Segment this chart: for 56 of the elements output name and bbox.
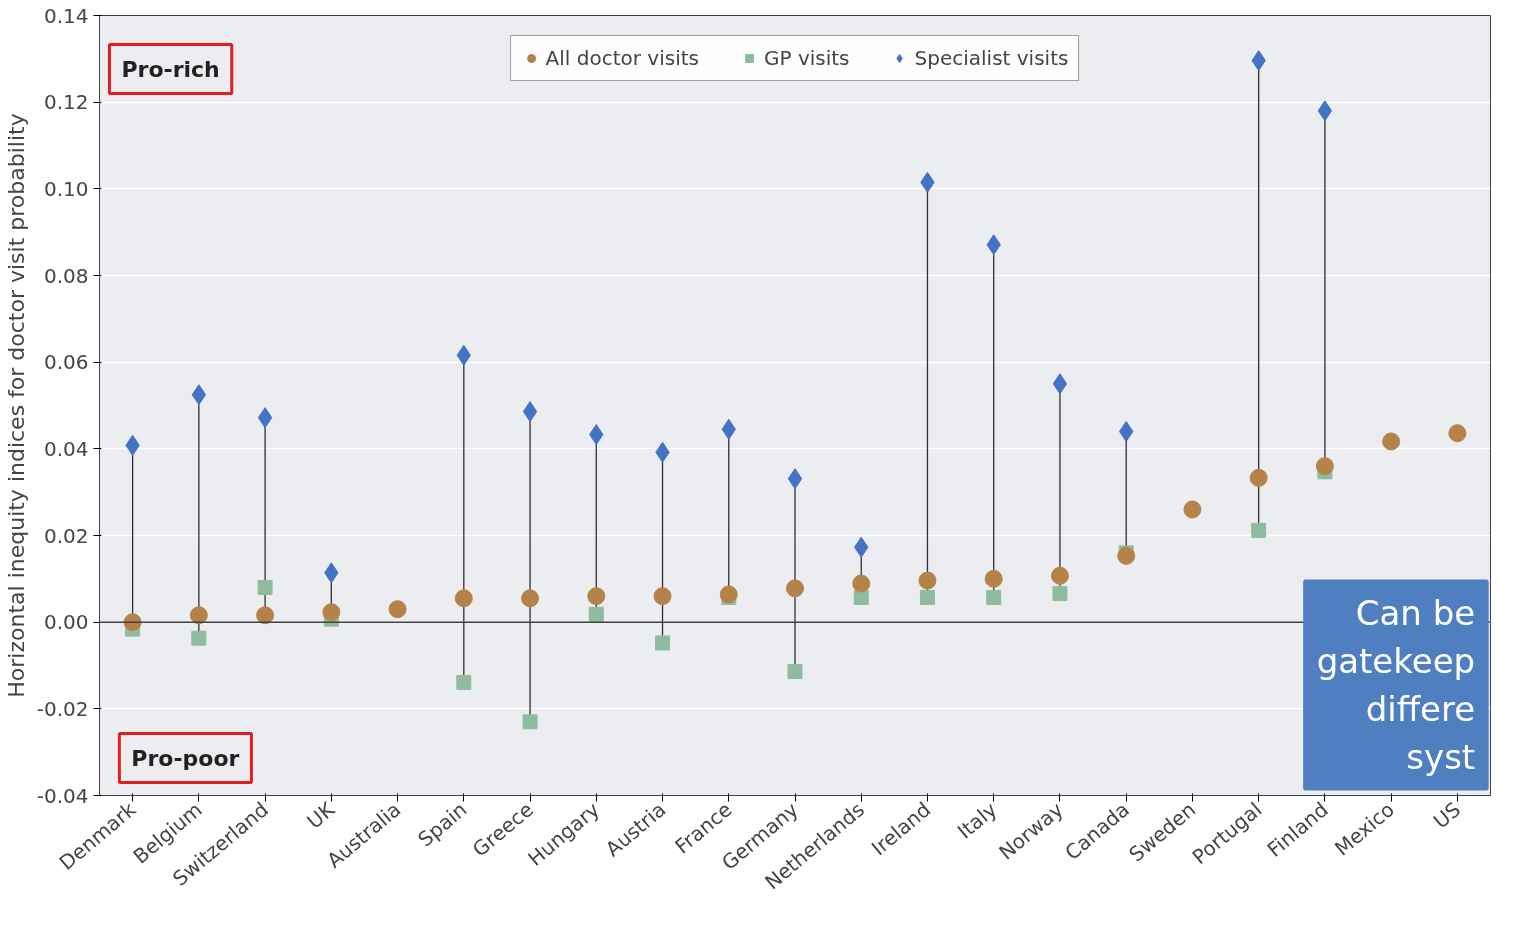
point [984, 569, 1003, 588]
point [522, 714, 538, 730]
y-tick-label: -0.04 [36, 783, 89, 808]
annotation: Pro-rich [121, 56, 220, 82]
point [787, 468, 803, 490]
y-tick-label: 0.12 [43, 90, 89, 115]
point [786, 579, 804, 598]
point [1317, 100, 1333, 122]
y-tick-label: 0.04 [43, 436, 89, 461]
legend-label: GP visits [763, 46, 850, 70]
point [986, 589, 1002, 605]
point [719, 585, 738, 604]
point [1382, 432, 1401, 451]
point [521, 589, 540, 608]
y-tick-label: 0.14 [43, 3, 89, 28]
point [456, 674, 472, 690]
point [257, 580, 273, 595]
point [189, 606, 208, 625]
point [655, 635, 671, 651]
point [588, 606, 604, 622]
point [1119, 421, 1134, 442]
y-tick-label: 0.02 [43, 523, 89, 548]
point [522, 401, 538, 423]
y-tick-label: -0.02 [36, 696, 89, 721]
point [256, 606, 275, 625]
point [1448, 424, 1467, 443]
y-tick-label: 0.00 [43, 610, 89, 635]
y-tick-label: 0.08 [43, 263, 89, 288]
y-axis-title: Horizontal inequity indices for doctor visit probability [3, 113, 29, 698]
point [1251, 522, 1267, 538]
point [587, 587, 606, 606]
point [787, 664, 803, 680]
point [1315, 457, 1334, 476]
point [1052, 373, 1068, 395]
point [918, 571, 937, 590]
point [1183, 500, 1202, 519]
point [257, 407, 273, 429]
point [454, 589, 473, 608]
point [322, 603, 341, 622]
point [1249, 468, 1268, 487]
point [919, 589, 935, 605]
legend-label: Specialist visits [914, 46, 1069, 70]
point [1117, 546, 1136, 565]
x-tick-label: US [1428, 797, 1466, 834]
point [191, 384, 207, 406]
point [1050, 566, 1069, 585]
point [388, 600, 407, 619]
y-tick-label: 0.06 [43, 350, 89, 375]
annotation: Pro-poor [131, 745, 240, 771]
y-tick-label: 0.10 [43, 176, 89, 201]
legend-label: All doctor visits [545, 46, 699, 70]
point [653, 587, 672, 606]
point [1052, 586, 1068, 602]
point [191, 630, 207, 646]
point [852, 574, 871, 593]
annotation: Can be gatekeep differe syst [1316, 593, 1476, 777]
